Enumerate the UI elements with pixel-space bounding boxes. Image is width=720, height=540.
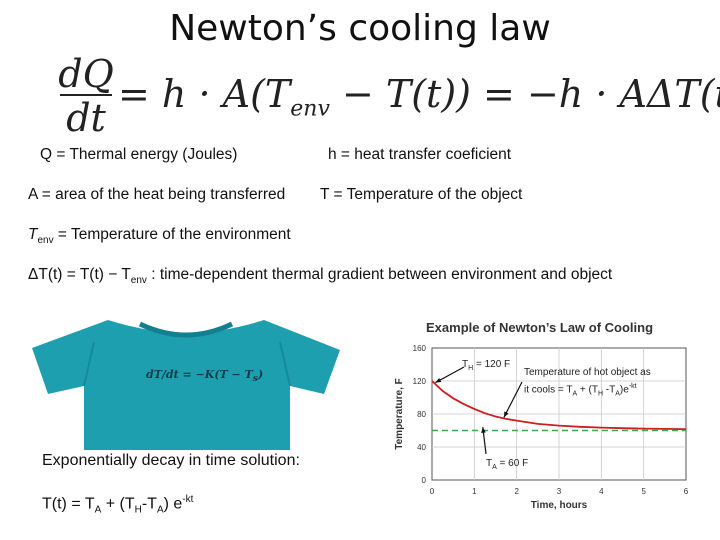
chart-plot: 0 40 80 120 160 0 1 2 3 4 5 6 Time, hours Temperature… — [394, 344, 689, 511]
solution-sub-a: A — [94, 504, 102, 516]
definition-delta-t: ΔT(t) = T(t) − Tenv : time-dependent the… — [28, 266, 612, 286]
arrow-curve-head — [503, 411, 509, 418]
definition-tenv: Tenv = Temperature of the environment — [28, 226, 291, 246]
annotation-th-subscript: H — [468, 365, 474, 372]
x-tick-label: 4 — [599, 487, 604, 496]
annotation-desc-part-d: )e — [619, 384, 629, 396]
arrow-ta-head — [481, 427, 486, 433]
definition-h: h = heat transfer coeficient — [328, 146, 512, 163]
solution-part-d: ) e — [163, 495, 183, 513]
cooling-curve — [431, 380, 687, 431]
tshirt-eq-subscript: s — [252, 373, 258, 385]
annotation-ta: TA = 60 F — [486, 457, 528, 475]
y-tick-label: 80 — [417, 410, 426, 419]
annotation-ta-subscript: A — [492, 464, 497, 471]
annotation-desc-part-c: -T — [603, 384, 616, 396]
annotation-th-symbol: T — [462, 359, 469, 370]
annotation-th: TH = 120 F — [462, 358, 510, 376]
slide-title: Newton’s cooling law — [169, 8, 551, 49]
annotation-ta-symbol: T — [486, 458, 493, 469]
tshirt-sleeve-seam-left — [83, 341, 95, 387]
x-tick-label: 1 — [472, 487, 477, 496]
annotation-desc-line1: Temperature of hot object as — [524, 367, 651, 378]
equation-rhs-part1: = h · A(T — [118, 72, 291, 116]
tshirt-eq-rhs: = −K(T − T — [182, 368, 253, 381]
tshirt-body — [32, 320, 340, 450]
solution-part-b: + (T — [101, 495, 135, 513]
tshirt-graphic — [32, 320, 340, 450]
arrow-th-head — [435, 377, 442, 383]
annotation-description: Temperature of hot object as it cools = … — [524, 366, 651, 401]
fraction-bar — [60, 94, 112, 96]
annotation-th-value: = 120 F — [473, 359, 511, 370]
delta-t-subscript: env — [130, 275, 147, 287]
annotation-desc-sub-a: A — [572, 390, 578, 398]
tenv-symbol: T — [28, 226, 38, 243]
definition-t: T = Temperature of the object — [320, 186, 523, 203]
solution-formula: T(t) = TA + (TH-TA) e-kt — [42, 494, 193, 516]
solution-part-a: T(t) = T — [42, 495, 95, 513]
cooling-chart: Example of Newton’s Law of Cooling 0 40 80… — [380, 318, 700, 528]
definition-a: A = area of the heat being transferred — [28, 186, 286, 203]
x-axis-label: Time, hours — [531, 500, 588, 511]
x-tick-label: 2 — [514, 487, 519, 496]
x-tick-label: 0 — [430, 487, 435, 496]
equation-env-subscript: env — [290, 96, 330, 122]
annotation-desc-exponent: -kt — [628, 383, 637, 390]
annotation-desc-sub-h: H — [597, 390, 604, 398]
annotation-ta-value: = 60 F — [496, 458, 529, 469]
tshirt-image: dT/dt = −K(T − Ts) — [28, 310, 378, 450]
solution-sub-a2: A — [156, 504, 164, 516]
chart-title: Example of Newton’s Law of Cooling — [426, 320, 654, 335]
y-tick-label: 120 — [413, 377, 427, 386]
equation-rhs: = h · A(Tenv − T(t)) = −h · AΔT(t) — [118, 72, 720, 122]
definition-q: Q = Thermal energy (Joules) — [40, 146, 238, 163]
y-tick-label: 160 — [413, 344, 427, 353]
y-tick-label: 0 — [422, 476, 427, 485]
solution-part-c: -T — [141, 495, 157, 513]
tshirt-equation: dT/dt = −K(T − Ts) — [146, 368, 316, 384]
x-tick-label: 3 — [557, 487, 562, 496]
y-tick-label: 40 — [417, 443, 426, 452]
x-tick-label: 5 — [641, 487, 646, 496]
annotation-desc-line2: it cools = TA + (TH -TA)e-kt — [524, 380, 651, 401]
decay-caption: Exponentially decay in time solution: — [42, 452, 300, 469]
tshirt-eq-end: ) — [257, 368, 264, 381]
tshirt-eq-lhs: dT/dt — [146, 368, 179, 381]
tenv-subscript: env — [37, 235, 54, 247]
arrow-curve — [503, 381, 523, 418]
tenv-text: = Temperature of the environment — [53, 226, 291, 243]
annotation-desc-sub-a2: A — [615, 390, 620, 398]
x-tick-label: 6 — [684, 487, 689, 496]
solution-exponent: -kt — [182, 494, 194, 505]
y-axis-label: Temperature, F — [394, 378, 405, 450]
cooling-law-equation: dQ dt = h · A(Tenv − T(t)) = −h · AΔT(t) — [58, 52, 720, 140]
delta-t-symbol: ΔT(t) = T(t) − T — [28, 266, 131, 283]
fraction-numerator: dQ — [58, 52, 114, 96]
fraction-denominator: dt — [66, 96, 106, 140]
solution-sub-h: H — [134, 504, 142, 516]
delta-t-text: : time-dependent thermal gradient betwee… — [146, 266, 613, 283]
tshirt-sleeve-seam-right — [279, 341, 291, 387]
annotation-desc-part-a: it cools = T — [524, 384, 573, 396]
tshirt-collar — [138, 321, 234, 338]
equation-rhs-part2: − T(t)) = −h · AΔT(t) — [329, 72, 720, 116]
annotation-desc-part-b: + (T — [577, 384, 598, 396]
